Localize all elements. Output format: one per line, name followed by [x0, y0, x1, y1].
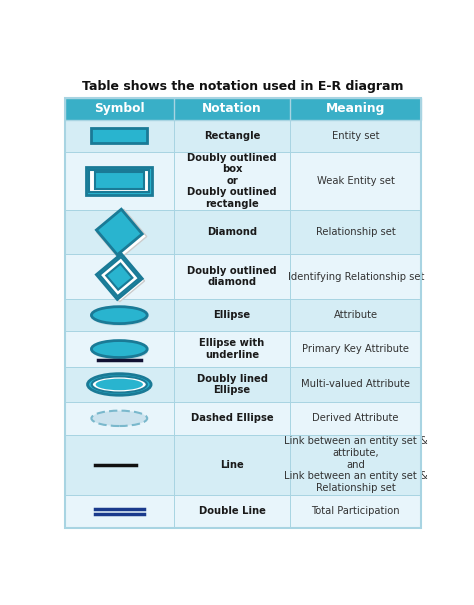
- Bar: [64, 402, 421, 434]
- Text: Doubly lined
Ellipse: Doubly lined Ellipse: [197, 374, 268, 395]
- Text: Doubly outlined
diamond: Doubly outlined diamond: [187, 266, 277, 287]
- Text: Diamond: Diamond: [207, 227, 257, 237]
- Text: Notation: Notation: [202, 102, 262, 116]
- Bar: [64, 494, 421, 528]
- Text: Primary Key Attribute: Primary Key Attribute: [302, 344, 409, 354]
- Polygon shape: [99, 256, 145, 302]
- Bar: [64, 299, 421, 332]
- Ellipse shape: [91, 411, 147, 426]
- Text: Link between an entity set &
attribute,
and
Link between an entity set &
Relatio: Link between an entity set & attribute, …: [284, 436, 428, 492]
- Bar: [95, 172, 144, 189]
- Text: Weak Entity set: Weak Entity set: [317, 176, 395, 186]
- Ellipse shape: [92, 309, 148, 326]
- Ellipse shape: [88, 374, 151, 395]
- Text: Entity set: Entity set: [332, 131, 380, 141]
- Text: Ellipse: Ellipse: [213, 310, 251, 320]
- Bar: [64, 367, 421, 402]
- Polygon shape: [96, 254, 142, 299]
- Polygon shape: [100, 257, 139, 296]
- Polygon shape: [106, 264, 132, 290]
- Ellipse shape: [96, 379, 143, 390]
- Text: Line: Line: [220, 460, 244, 469]
- Text: Total Participation: Total Participation: [311, 506, 400, 517]
- Text: Table shows the notation used in E-R diagram: Table shows the notation used in E-R dia…: [82, 79, 404, 93]
- Text: Derived Attribute: Derived Attribute: [312, 413, 399, 424]
- Ellipse shape: [91, 341, 147, 358]
- Text: Symbol: Symbol: [94, 102, 145, 116]
- Ellipse shape: [91, 307, 147, 324]
- Text: Ellipse with
underline: Ellipse with underline: [200, 338, 264, 360]
- Bar: [86, 167, 152, 195]
- Text: Identifying Relationship set: Identifying Relationship set: [288, 272, 424, 282]
- Polygon shape: [97, 209, 147, 260]
- Text: Multi-valued Attribute: Multi-valued Attribute: [301, 379, 410, 390]
- Text: Relationship set: Relationship set: [316, 227, 396, 237]
- Text: Attribute: Attribute: [334, 310, 378, 320]
- Bar: [90, 170, 149, 192]
- Text: Doubly outlined
box
or
Doubly outlined
rectangle: Doubly outlined box or Doubly outlined r…: [187, 152, 277, 209]
- Bar: [64, 152, 421, 210]
- Text: Double Line: Double Line: [199, 506, 265, 517]
- Bar: [64, 120, 421, 152]
- Bar: [91, 128, 147, 143]
- Text: Dashed Ellipse: Dashed Ellipse: [191, 413, 273, 424]
- Ellipse shape: [92, 343, 148, 360]
- Bar: [64, 210, 421, 254]
- Ellipse shape: [92, 376, 147, 393]
- Bar: [64, 332, 421, 367]
- Bar: [64, 434, 421, 494]
- Polygon shape: [96, 209, 142, 255]
- Text: Rectangle: Rectangle: [204, 131, 260, 141]
- Text: Meaning: Meaning: [326, 102, 385, 116]
- Bar: [64, 98, 421, 120]
- Bar: [64, 254, 421, 299]
